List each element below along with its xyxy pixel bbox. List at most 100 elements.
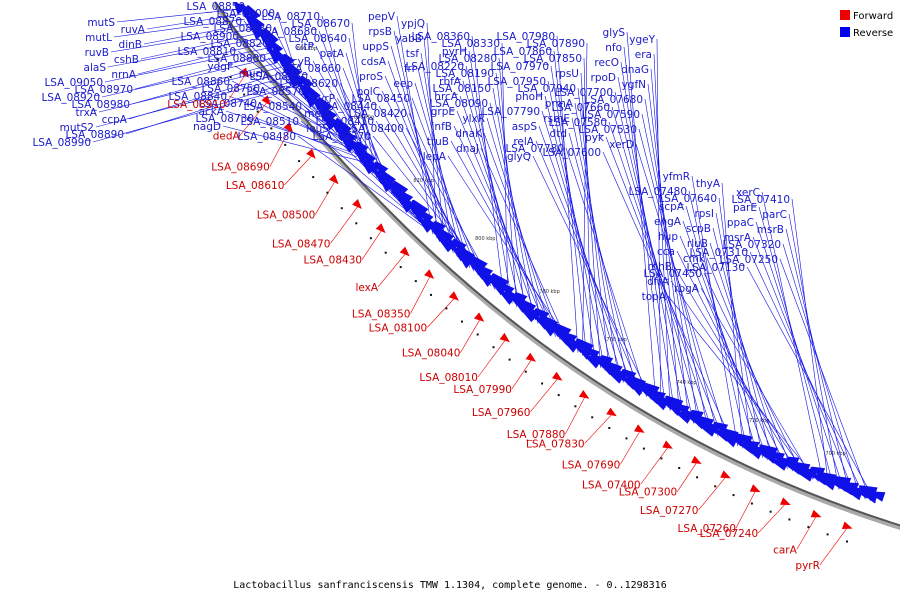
reverse-gene-label: LSA_07850 (523, 53, 582, 65)
feature-marker (769, 510, 772, 513)
legend-label-reverse: Reverse (853, 28, 893, 39)
forward-gene-arrow (841, 521, 853, 529)
reverse-label-connector (779, 258, 871, 502)
reverse-gene-label: LSA_07660 (551, 102, 610, 114)
reverse-label-connector (706, 257, 793, 472)
reverse-gene-label: aspS (512, 121, 538, 133)
reverse-label-connector (387, 60, 458, 257)
reverse-label-connector (682, 220, 768, 461)
reverse-gene-label: LSA_08370 (312, 131, 371, 143)
reverse-gene-label: LSA_08410 (315, 116, 374, 128)
reverse-gene-label: parC (762, 209, 787, 221)
reverse-label-connector (501, 42, 509, 300)
reverse-gene-label: ackA (199, 106, 225, 118)
feature-marker (714, 485, 717, 488)
reverse-gene-label: citP (295, 41, 314, 53)
forward-label-connector (565, 395, 586, 435)
legend-swatch-forward (840, 10, 850, 20)
reverse-gene-label: nagD (193, 121, 221, 133)
forward-gene-arrow (780, 497, 791, 505)
reverse-gene-arrow (246, 5, 261, 22)
forward-gene-label: LSA_08910 (167, 99, 226, 111)
legend-swatch-reverse (840, 27, 850, 37)
feature-marker (326, 191, 329, 194)
forward-gene-arrow (662, 440, 673, 449)
forward-label-connector (314, 180, 336, 215)
reverse-label-connector (535, 140, 643, 395)
reverse-gene-arrow (263, 28, 279, 46)
reverse-gene-label: LSA_08990 (32, 137, 91, 149)
reverse-gene-label: LSA_08800 (207, 53, 266, 65)
reverse-label-connector (653, 53, 671, 411)
reverse-gene-label: patA (320, 48, 345, 60)
reverse-gene-label: metK (304, 108, 333, 120)
feature-marker (642, 447, 645, 450)
forward-gene-label: LSA_08430 (304, 255, 363, 267)
reverse-gene-label: murI (239, 68, 263, 80)
feature-marker (608, 427, 611, 429)
reverse-gene-label: LSA_07980 (496, 31, 555, 43)
reverse-gene-label: LSA_07580 (548, 117, 607, 129)
reverse-label-connector (231, 80, 338, 136)
reverse-gene-arrow (323, 116, 337, 131)
reverse-gene-arrow (341, 137, 357, 153)
reverse-gene-label: dfrA (647, 276, 670, 288)
reverse-label-connector (95, 76, 289, 128)
reverse-gene-arrow (452, 238, 467, 253)
reverse-gene-label: LSA_07320 (722, 239, 781, 251)
feature-marker (270, 127, 273, 130)
reverse-gene-label: trxA (75, 107, 97, 119)
reverse-gene-label: LSA_08680 (258, 26, 317, 38)
reverse-gene-label: LSA_07950 (487, 76, 546, 88)
reverse-gene-arrow (399, 199, 414, 213)
reverse-label-connector (462, 80, 530, 317)
reverse-gene-arrow (432, 228, 447, 243)
forward-gene-arrow (691, 455, 702, 464)
feature-marker (508, 358, 511, 361)
reverse-gene-arrow (419, 210, 434, 225)
reverse-gene-label: ygfN (622, 79, 646, 91)
reverse-gene-label: LSA_09000 (216, 8, 275, 20)
reverse-gene-label: frr (404, 63, 417, 75)
reverse-gene-arrow (329, 117, 345, 133)
reverse-gene-arrow (355, 149, 369, 164)
forward-gene-arrow (283, 122, 294, 133)
feature-marker (492, 346, 495, 349)
forward-label-connector (410, 275, 431, 314)
reverse-gene-arrow (356, 141, 369, 155)
reverse-label-connector (571, 117, 629, 386)
reverse-gene-arrow (690, 409, 704, 421)
reverse-label-connector (489, 102, 543, 327)
reverse-label-connector (703, 272, 804, 476)
reverse-gene-label: msrB (757, 224, 784, 236)
feature-marker (591, 416, 594, 419)
reverse-label-connector (110, 28, 252, 53)
reverse-label-connector (146, 14, 242, 30)
reverse-gene-arrow (300, 75, 314, 90)
reverse-label-connector (583, 57, 592, 362)
reverse-label-connector (483, 132, 561, 340)
feature-marker (557, 394, 560, 397)
reverse-label-connector (785, 228, 850, 494)
reverse-gene-arrow (460, 256, 473, 269)
reverse-gene-arrow (606, 369, 625, 384)
forward-gene-arrow (499, 332, 510, 343)
feature-marker (541, 382, 544, 385)
reverse-gene-arrow (520, 306, 538, 323)
reverse-gene-label: LSA_07700 (554, 87, 613, 99)
forward-label-connector (330, 205, 359, 244)
reverse-gene-label: tcyB (288, 56, 311, 68)
forward-gene-arrow (525, 352, 536, 362)
reverse-label-connector (788, 213, 840, 490)
feature-marker (826, 533, 829, 536)
reverse-label-connector (667, 295, 819, 482)
feature-marker (430, 293, 432, 296)
reverse-label-connector (348, 37, 377, 178)
reverse-gene-label: LSA_08660 (282, 63, 341, 75)
reverse-gene-label: pyrH (442, 46, 467, 58)
reverse-gene-label: LSA_07790 (481, 106, 540, 118)
reverse-label-connector (480, 147, 570, 347)
reverse-gene-label: relA (513, 136, 534, 148)
reverse-label-connector (647, 83, 690, 422)
reverse-label-connector (471, 35, 504, 297)
